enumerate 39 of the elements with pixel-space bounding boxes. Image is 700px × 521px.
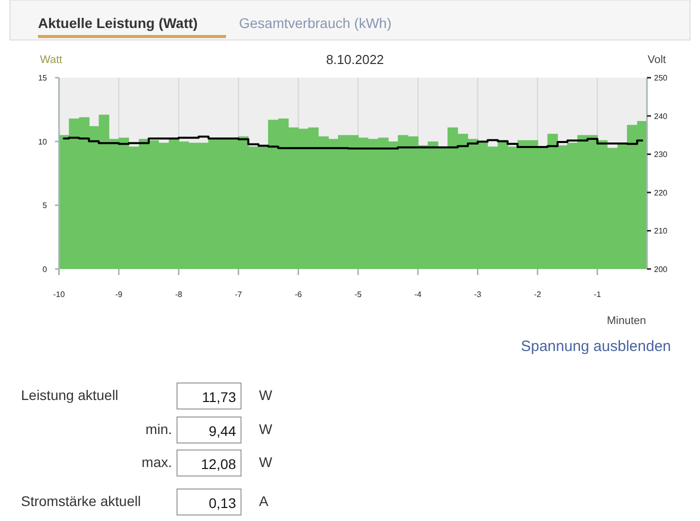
text: Leistung aktuell [21,387,118,403]
text: Aktuelle Leistung (Watt) [38,15,198,31]
y2-tick-label: 250 [654,74,668,83]
y-tick-label: 10 [38,137,48,146]
y-tick-label: 15 [38,74,48,83]
x-tick-label: -10 [53,290,66,299]
x-tick-label: -4 [414,290,422,299]
text: Stromstärke aktuell [21,493,141,509]
text: W [259,454,273,470]
x-tick-label: -9 [115,290,123,299]
text: 12,08 [200,456,236,472]
text: min. [146,421,172,437]
x-tick-label: -1 [594,290,602,299]
y2-tick-label: 230 [654,150,668,160]
text: Gesamtverbrauch (kWh) [239,15,392,31]
x-tick-label: -3 [474,290,482,299]
chart-title: 8.10.2022 [326,52,384,67]
text: A [259,493,269,509]
y2-tick-label: 210 [654,226,668,236]
y2-tick-label: 220 [654,188,668,198]
x-axis-title: Minuten [606,315,646,327]
text: 0,13 [208,495,236,511]
y-tick-label: 5 [42,201,48,210]
x-tick-label: -2 [534,290,542,299]
x-tick-label: -5 [354,290,362,299]
x-tick-label: -7 [234,290,243,299]
text: W [259,421,273,437]
y2-tick-label: 240 [654,112,668,121]
text: 11,73 [202,389,236,405]
y2-tick-label: 200 [654,265,668,274]
text: max. [142,454,172,470]
y-axis-title: Watt [40,54,62,66]
text: Spannung ausblenden [520,338,671,355]
text: 9,44 [208,423,236,439]
x-tick-label: -6 [294,290,302,299]
x-tick-label: -8 [175,290,183,299]
y2-axis-title: Volt [648,54,666,66]
text: W [259,387,273,403]
y-tick-label: 0 [42,265,48,274]
